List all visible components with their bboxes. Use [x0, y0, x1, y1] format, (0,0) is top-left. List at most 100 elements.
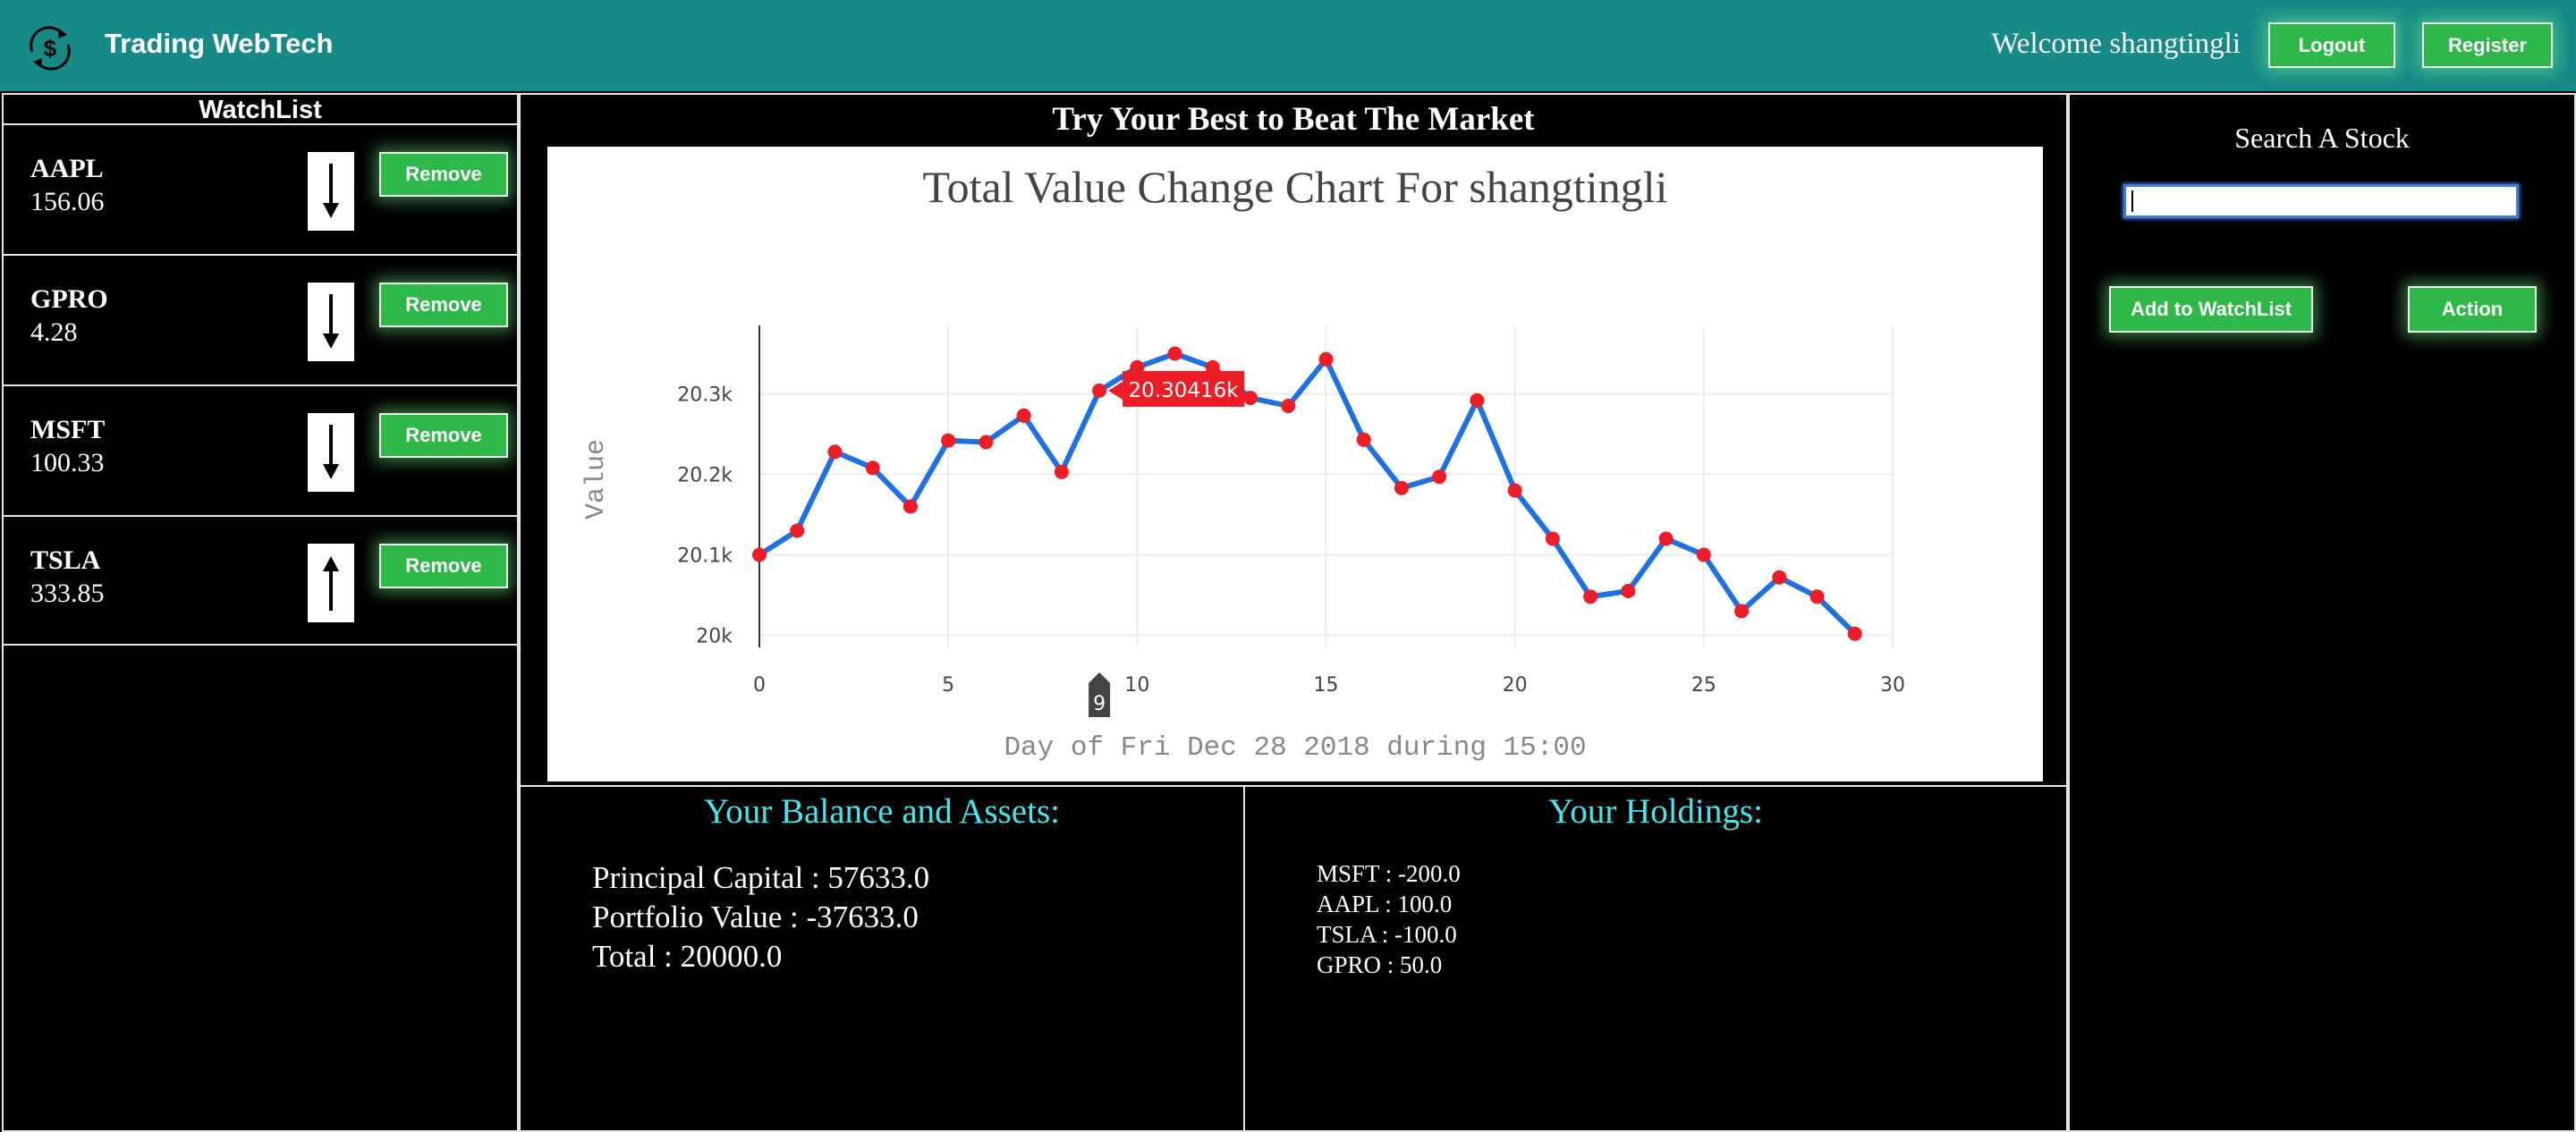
watchlist-item: MSFT 100.33 Remove — [4, 384, 517, 512]
x-tick-label: 15 — [1314, 674, 1339, 697]
data-point — [1243, 391, 1258, 405]
stock-price: 156.06 — [30, 187, 105, 216]
data-point — [1545, 531, 1560, 546]
data-point — [1318, 351, 1334, 367]
stock-price: 100.33 — [30, 448, 105, 477]
page-title: Try Your Best to Beat The Market — [1052, 101, 1535, 138]
watchlist-panel: WatchList AAPL 156.06 Remove GPRO 4.28 R… — [2, 93, 519, 1132]
x-tick-label: 30 — [1880, 674, 1905, 697]
x-tick-label: 25 — [1691, 674, 1716, 697]
data-point — [790, 523, 805, 538]
search-panel: Search A Stock Add to WatchList Action — [2068, 93, 2576, 1132]
chart-title: Total Value Change Chart For shangtingli — [923, 162, 1668, 212]
data-point — [1205, 359, 1220, 375]
holdings-panel: Your Holdings: MSFT : -200.0 AAPL : 100.… — [1243, 785, 2068, 1132]
svg-text:$: $ — [44, 35, 57, 62]
stock-symbol: TSLA — [30, 545, 101, 575]
watchlist-item: AAPL 156.06 Remove — [4, 123, 517, 251]
data-point — [1583, 589, 1598, 604]
x-tick-label: 10 — [1124, 674, 1149, 697]
y-tick-label: 20.1k — [677, 545, 733, 568]
chart-grid — [758, 325, 1894, 647]
data-point — [1507, 483, 1522, 498]
data-point — [1809, 589, 1825, 604]
data-point — [1054, 464, 1069, 479]
hover-x-label: 9 — [1093, 693, 1106, 715]
data-point — [1432, 469, 1447, 485]
search-title: Search A Stock — [2234, 122, 2410, 154]
remove-button[interactable]: Remove — [379, 413, 508, 458]
hover-label-box — [1123, 370, 1245, 407]
data-point — [1696, 547, 1711, 562]
data-point — [1130, 359, 1145, 375]
welcome-text: Welcome shangtingli — [1991, 28, 2241, 60]
text-cursor — [2131, 190, 2133, 212]
series-line — [758, 351, 1857, 636]
watchlist-item: GPRO 4.28 Remove — [4, 254, 517, 382]
chart-y-label: Value — [581, 439, 612, 520]
data-point — [902, 499, 918, 514]
stock-price: 333.85 — [30, 579, 105, 608]
data-point — [1167, 346, 1182, 361]
holding-item: MSFT : -200.0 — [1317, 860, 1461, 887]
arrow-down-icon — [308, 152, 354, 231]
holding-item: TSLA : -100.0 — [1317, 921, 1457, 948]
data-point — [752, 547, 767, 562]
data-point — [1658, 531, 1674, 546]
chart-panel: Try Your Best to Beat The Market 0 5 10 15 2… — [519, 93, 2068, 787]
watchlist-title: WatchList — [199, 96, 322, 124]
data-point — [941, 433, 956, 448]
app-title: Trading WebTech — [105, 28, 334, 59]
chart-x-label: Day of Fri Dec 28 2018 during 15:00 — [1004, 732, 1586, 764]
stock-symbol: GPRO — [30, 284, 108, 314]
principal-capital: Principal Capital : 57633.0 — [592, 860, 930, 895]
data-point — [1621, 584, 1636, 598]
total-value: Total : 20000.0 — [592, 939, 783, 974]
action-button[interactable]: Action — [2408, 286, 2537, 333]
chart-container[interactable]: 0 5 10 15 20 25 30 20k 20.1k 20.2k 20.3k Total Val… — [547, 147, 2043, 781]
holding-item: AAPL : 100.0 — [1317, 891, 1453, 917]
x-tick-label: 5 — [942, 674, 954, 697]
balance-title: Your Balance and Assets: — [704, 792, 1060, 831]
register-button[interactable]: Register — [2422, 22, 2553, 68]
data-point — [865, 460, 880, 476]
chart-axes: 0 5 10 15 20 25 30 20k 20.1k 20.2k 20.3k — [677, 325, 1905, 697]
data-point — [1092, 383, 1107, 398]
stock-symbol: AAPL — [30, 154, 104, 183]
arrow-up-icon — [308, 544, 354, 622]
stock-symbol: MSFT — [30, 415, 106, 444]
stock-price: 4.28 — [30, 317, 78, 347]
remove-button[interactable]: Remove — [379, 283, 508, 327]
hover-x-tag — [1089, 672, 1111, 717]
data-point — [1016, 408, 1031, 423]
chart-series — [752, 346, 1862, 641]
add-to-watchlist-button[interactable]: Add to WatchList — [2109, 286, 2313, 333]
y-tick-label: 20k — [696, 626, 733, 648]
divider — [4, 644, 517, 646]
watchlist-item: TSLA 333.85 Remove — [4, 515, 517, 643]
data-point — [1734, 604, 1750, 619]
value-chart[interactable]: 0 5 10 15 20 25 30 20k 20.1k 20.2k 20.3k Total Val… — [547, 147, 2043, 781]
data-point — [979, 435, 994, 450]
dollar-refresh-icon[interactable]: $ — [23, 21, 77, 75]
holdings-title: Your Holdings: — [1548, 792, 1763, 831]
top-navbar: $ Trading WebTech Welcome shangtingli Lo… — [0, 0, 2576, 91]
y-tick-label: 20.2k — [677, 465, 733, 487]
data-point — [1394, 480, 1409, 495]
x-tick-label: 20 — [1503, 674, 1528, 697]
data-point — [827, 444, 843, 460]
arrow-down-icon — [308, 413, 354, 492]
remove-button[interactable]: Remove — [379, 544, 508, 588]
y-tick-label: 20.3k — [677, 384, 733, 407]
data-point — [1281, 399, 1296, 413]
search-input[interactable] — [2123, 184, 2519, 218]
data-point — [1356, 432, 1371, 447]
hover-pointer — [1108, 381, 1123, 400]
remove-button[interactable]: Remove — [379, 152, 508, 197]
data-point — [1847, 626, 1862, 641]
balance-panel: Your Balance and Assets: Principal Capit… — [519, 785, 1245, 1132]
portfolio-value: Portfolio Value : -37633.0 — [592, 900, 919, 934]
chart-hover: 20.30416k 9 — [1089, 370, 1245, 717]
data-point — [1772, 570, 1787, 585]
logout-button[interactable]: Logout — [2268, 22, 2395, 68]
